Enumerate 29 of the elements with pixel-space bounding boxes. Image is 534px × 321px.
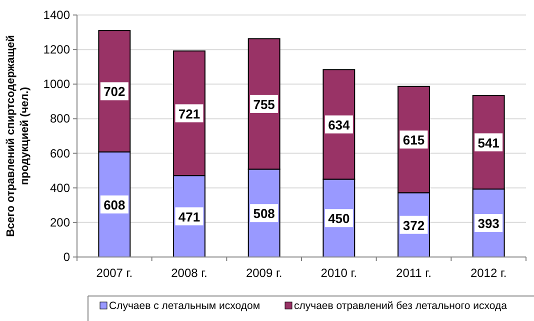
y-tick-label: 0 xyxy=(63,250,70,264)
x-tick-label: 2012 г. xyxy=(470,266,507,280)
y-tick-label: 600 xyxy=(50,146,70,160)
data-label: 634 xyxy=(328,117,351,132)
data-label: 372 xyxy=(402,218,425,233)
data-label: 702 xyxy=(104,84,126,100)
data-label: 721 xyxy=(178,106,200,122)
y-tick-label: 1200 xyxy=(43,42,70,57)
data-label: 471 xyxy=(178,209,200,224)
y-tick-label: 200 xyxy=(50,215,70,230)
legend-label: Случаев с летальным исходом xyxy=(109,300,260,312)
data-label: 450 xyxy=(328,211,350,226)
y-tick-label: 1000 xyxy=(43,77,70,92)
x-tick-label: 2009 г. xyxy=(246,266,282,280)
data-label: 608 xyxy=(104,197,126,212)
legend-label: случаев отравлений без летального исхода xyxy=(294,300,508,312)
data-label: 393 xyxy=(478,216,500,232)
y-axis-title: Всего отравлений спиртсодержащей продукцией (чел.) xyxy=(5,35,31,237)
data-label: 508 xyxy=(253,206,275,222)
y-tick-label: 400 xyxy=(50,180,70,195)
data-label: 615 xyxy=(402,132,425,148)
y-tick-label: 800 xyxy=(50,112,70,126)
x-tick-label: 2008 г. xyxy=(171,266,208,280)
data-label: 755 xyxy=(253,96,275,112)
x-tick-label: 2010 г. xyxy=(320,266,358,280)
x-tick-label: 2011 г. xyxy=(396,266,432,280)
y-tick-label: 1400 xyxy=(43,8,70,22)
data-label: 541 xyxy=(478,135,500,150)
x-tick-label: 2007 г. xyxy=(96,266,133,280)
